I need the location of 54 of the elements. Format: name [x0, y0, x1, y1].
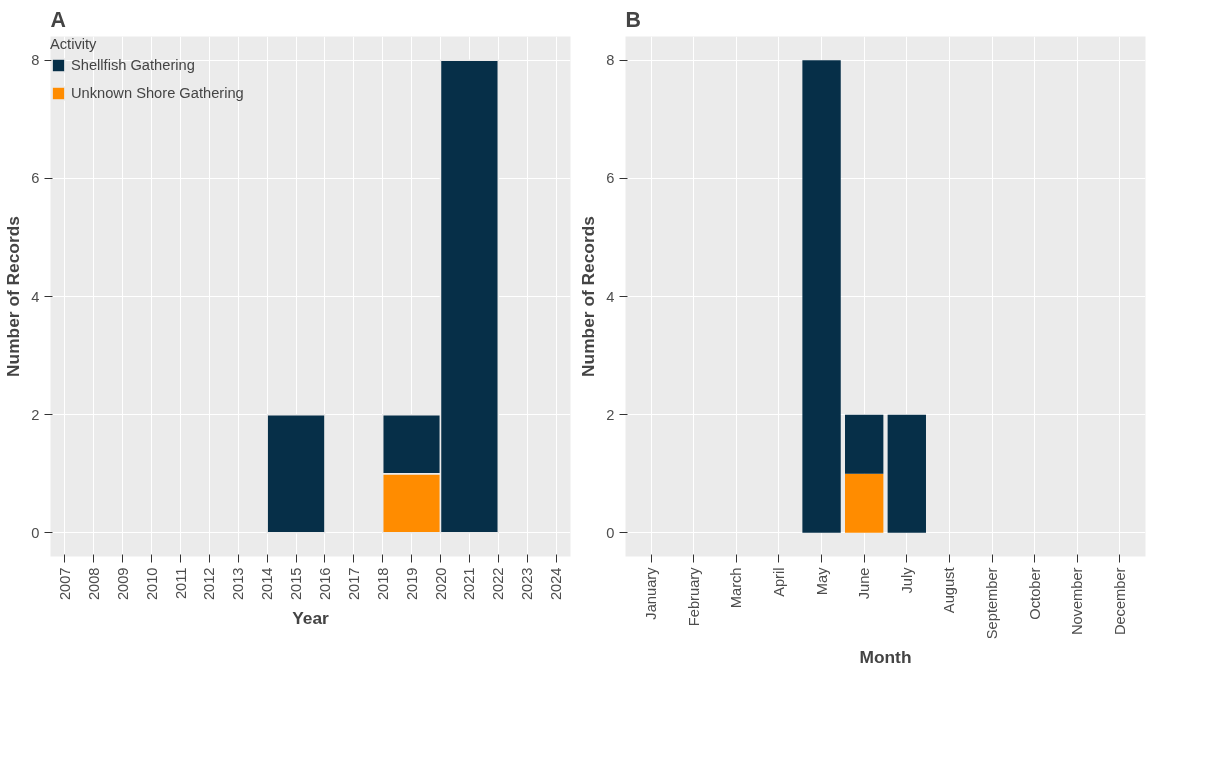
bar	[802, 60, 841, 533]
x-tick-label: 2024	[548, 567, 565, 601]
x-tick-label: February	[685, 566, 702, 627]
x-tick-label: April	[770, 567, 787, 597]
x-tick-label: May	[813, 566, 830, 596]
x-tick-label: 2008	[85, 567, 102, 601]
x-tick-label: December	[1111, 567, 1128, 636]
x-axis-title: Month	[859, 647, 912, 668]
bar	[845, 473, 884, 533]
legend-label: Shellfish Gathering	[71, 57, 195, 73]
x-tick-label: 2015	[288, 567, 305, 601]
x-tick-label: 2021	[461, 567, 478, 601]
y-tick-label: 6	[606, 170, 615, 187]
bar	[266, 413, 326, 534]
x-tick-label: November	[1069, 567, 1086, 636]
x-tick-label: 2016	[316, 567, 333, 601]
y-axis-title: Number of Records	[3, 216, 24, 377]
x-tick-label: August	[941, 567, 958, 614]
x-tick-label: 2012	[201, 567, 218, 601]
y-tick-label: 0	[606, 524, 615, 541]
legend-label: Unknown Shore Gathering	[71, 85, 244, 101]
x-tick-label: January	[643, 566, 660, 620]
x-tick-label: 2013	[230, 567, 247, 601]
chart-title: A	[50, 7, 66, 32]
x-tick-label: 2014	[259, 567, 276, 601]
y-tick-label: 2	[31, 406, 40, 423]
y-axis-title: Number of Records	[578, 216, 599, 377]
x-tick-label: 2011	[172, 567, 189, 600]
chart-title: B	[625, 7, 641, 32]
x-tick-label: 2010	[143, 567, 160, 601]
bar	[845, 414, 884, 474]
x-tick-label: June	[856, 567, 873, 600]
x-tick-label: September	[984, 567, 1001, 640]
x-tick-label: October	[1026, 567, 1043, 620]
y-tick-label: 8	[606, 52, 615, 69]
x-tick-label: 2018	[374, 567, 391, 601]
x-tick-label: July	[898, 566, 915, 594]
y-tick-label: 6	[31, 170, 40, 187]
y-tick-label: 0	[31, 524, 40, 541]
x-tick-label: 2020	[432, 567, 449, 601]
x-tick-label: March	[728, 567, 745, 609]
y-tick-label: 8	[31, 52, 40, 69]
x-tick-label: 2022	[490, 567, 507, 601]
x-tick-label: 2023	[519, 567, 536, 601]
y-tick-label: 4	[31, 288, 40, 305]
x-axis-title: Year	[292, 608, 330, 629]
x-tick-label: 2007	[56, 567, 73, 601]
x-tick-label: 2017	[345, 567, 362, 601]
bar	[887, 414, 926, 533]
x-tick-label: 2019	[403, 567, 420, 601]
y-tick-label: 4	[606, 288, 615, 305]
x-tick-label: 2009	[114, 567, 131, 601]
legend-title: Activity	[50, 36, 98, 52]
y-tick-label: 2	[606, 406, 615, 423]
